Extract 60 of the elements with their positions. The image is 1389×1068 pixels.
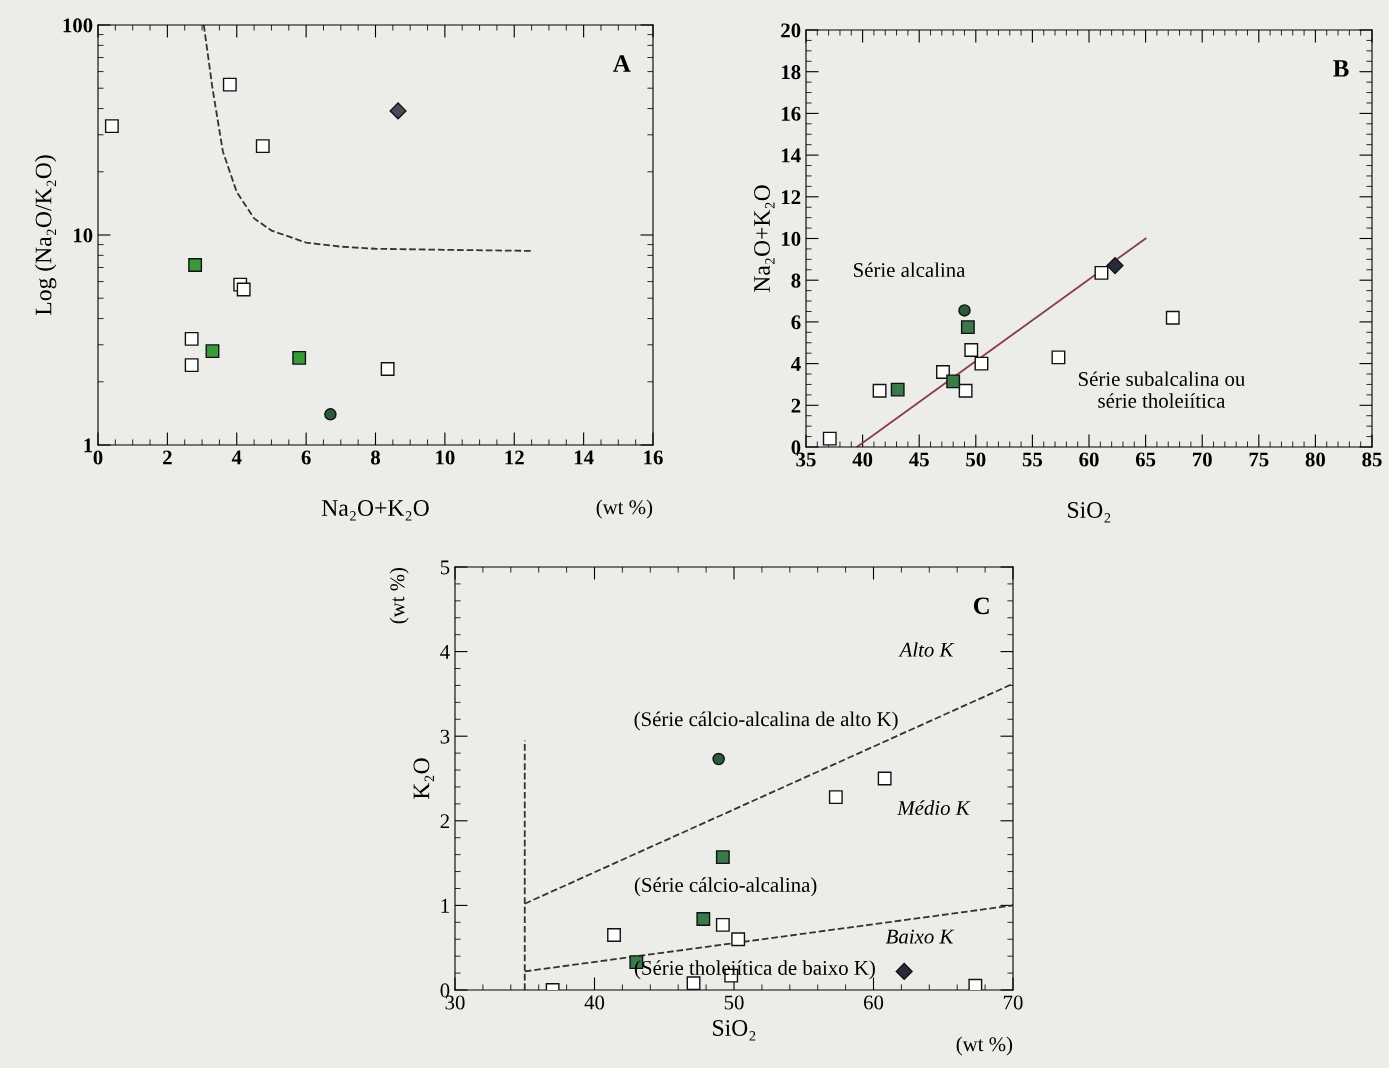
y-tick-label: 18 — [781, 65, 801, 80]
y-tick-label: 14 — [781, 148, 801, 163]
y-tick-label: 3 — [440, 729, 450, 744]
y-tick-label: 10 — [781, 231, 801, 246]
y-tick-label: 4 — [440, 645, 450, 659]
y-tick-label: 16 — [781, 106, 801, 121]
y-tick-label: 2 — [791, 398, 801, 413]
annotation: (Série cálcio-alcalina) — [634, 877, 817, 897]
x-tick-label: 6 — [301, 450, 311, 465]
annotation: (Série tholeiítica de baixo K) — [634, 960, 875, 980]
x-axis-title: Na₂O+K₂O — [321, 500, 429, 521]
x-tick-label: 12 — [505, 450, 524, 465]
x-tick-label: 55 — [1022, 452, 1043, 467]
x-tick-label: 60 — [863, 995, 884, 1010]
y-tick-label: 12 — [781, 190, 801, 205]
x-tick-label: 80 — [1305, 452, 1326, 467]
y-tick-label: 100 — [63, 18, 93, 33]
x-tick-label: 40 — [852, 452, 873, 467]
x-tick-label: 2 — [163, 450, 172, 465]
y-tick-label: 2 — [440, 814, 449, 829]
x-axis-title: SiO₂ — [713, 1020, 756, 1041]
x-tick-label: 70 — [1003, 995, 1023, 1010]
y-axis-title: Log (Na₂O/K₂O) — [34, 155, 57, 315]
y-axis-title: K₂O — [413, 758, 434, 799]
x-tick-label: 50 — [966, 452, 986, 467]
annotation: (Série cálcio-alcalina de alto K) — [634, 711, 898, 731]
annotation: Série subalcalina ou série tholeiítica — [1078, 371, 1245, 408]
x-tick-label: 60 — [1079, 452, 1099, 467]
x-tick-label: 75 — [1249, 452, 1269, 467]
y-tick-label: 1 — [441, 898, 449, 913]
y-tick-label: 4 — [791, 357, 801, 371]
x-tick-label: 70 — [1192, 452, 1212, 467]
annotation: Série alcalina — [854, 262, 966, 278]
x-tick-label: 40 — [584, 995, 605, 1010]
x-tick-label: 45 — [909, 452, 929, 467]
text: (wt %) — [956, 1036, 1013, 1056]
x-tick-label: 0 — [93, 450, 103, 465]
y-tick-label: 20 — [781, 23, 801, 38]
annotation: Baixo K — [885, 929, 955, 944]
y-tick-label: 5 — [440, 560, 450, 575]
y-tick-label: 8 — [791, 273, 801, 288]
text: C — [973, 597, 989, 615]
x-tick-label: 65 — [1135, 452, 1156, 467]
annotation: Alto K — [898, 642, 955, 657]
x-tick-label: 14 — [574, 450, 594, 465]
x-tick-label: 85 — [1362, 452, 1382, 467]
text: A — [612, 55, 631, 72]
x-tick-label: 8 — [370, 450, 381, 465]
text: (wt %) — [389, 567, 409, 624]
x-axis-title: SiO₂ — [1068, 502, 1111, 523]
annotation: Médio K — [897, 800, 971, 816]
y-tick-label: 1 — [84, 438, 93, 453]
y-tick-label: 6 — [791, 315, 801, 330]
text: B — [1333, 60, 1349, 77]
x-tick-label: 16 — [644, 450, 663, 465]
x-tick-label: 4 — [231, 450, 242, 465]
y-axis-title: Na₂O+K₂O — [754, 185, 775, 293]
text: (wt %) — [596, 499, 653, 519]
y-tick-label: 10 — [73, 228, 93, 243]
x-tick-label: 50 — [724, 995, 744, 1010]
